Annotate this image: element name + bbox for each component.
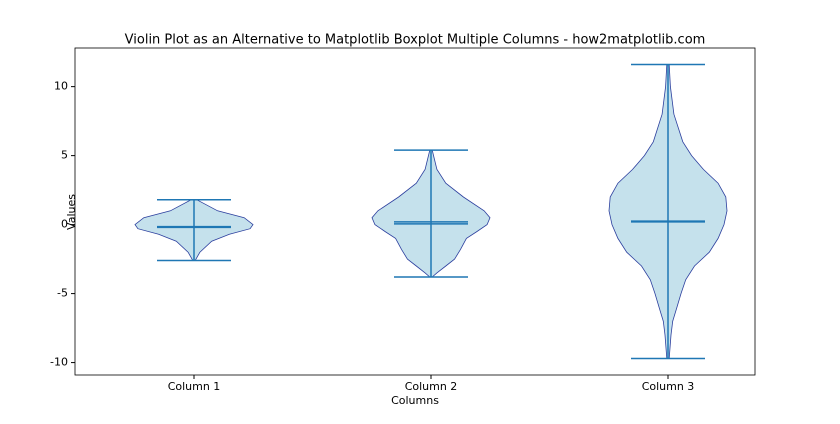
x-tick-label: Column 1 [168,380,221,393]
y-tick-label: 5 [61,149,68,162]
chart-title: Violin Plot as an Alternative to Matplot… [125,33,706,48]
y-tick-label: 0 [61,218,68,231]
y-tick-label: -10 [50,356,68,369]
y-tick-label: 10 [54,80,68,93]
y-tick-label: -5 [57,287,68,300]
x-tick-label: Column 3 [642,380,695,393]
x-axis-label: Columns [391,394,439,407]
x-tick-label: Column 2 [405,380,458,393]
plot-frame [74,47,756,376]
